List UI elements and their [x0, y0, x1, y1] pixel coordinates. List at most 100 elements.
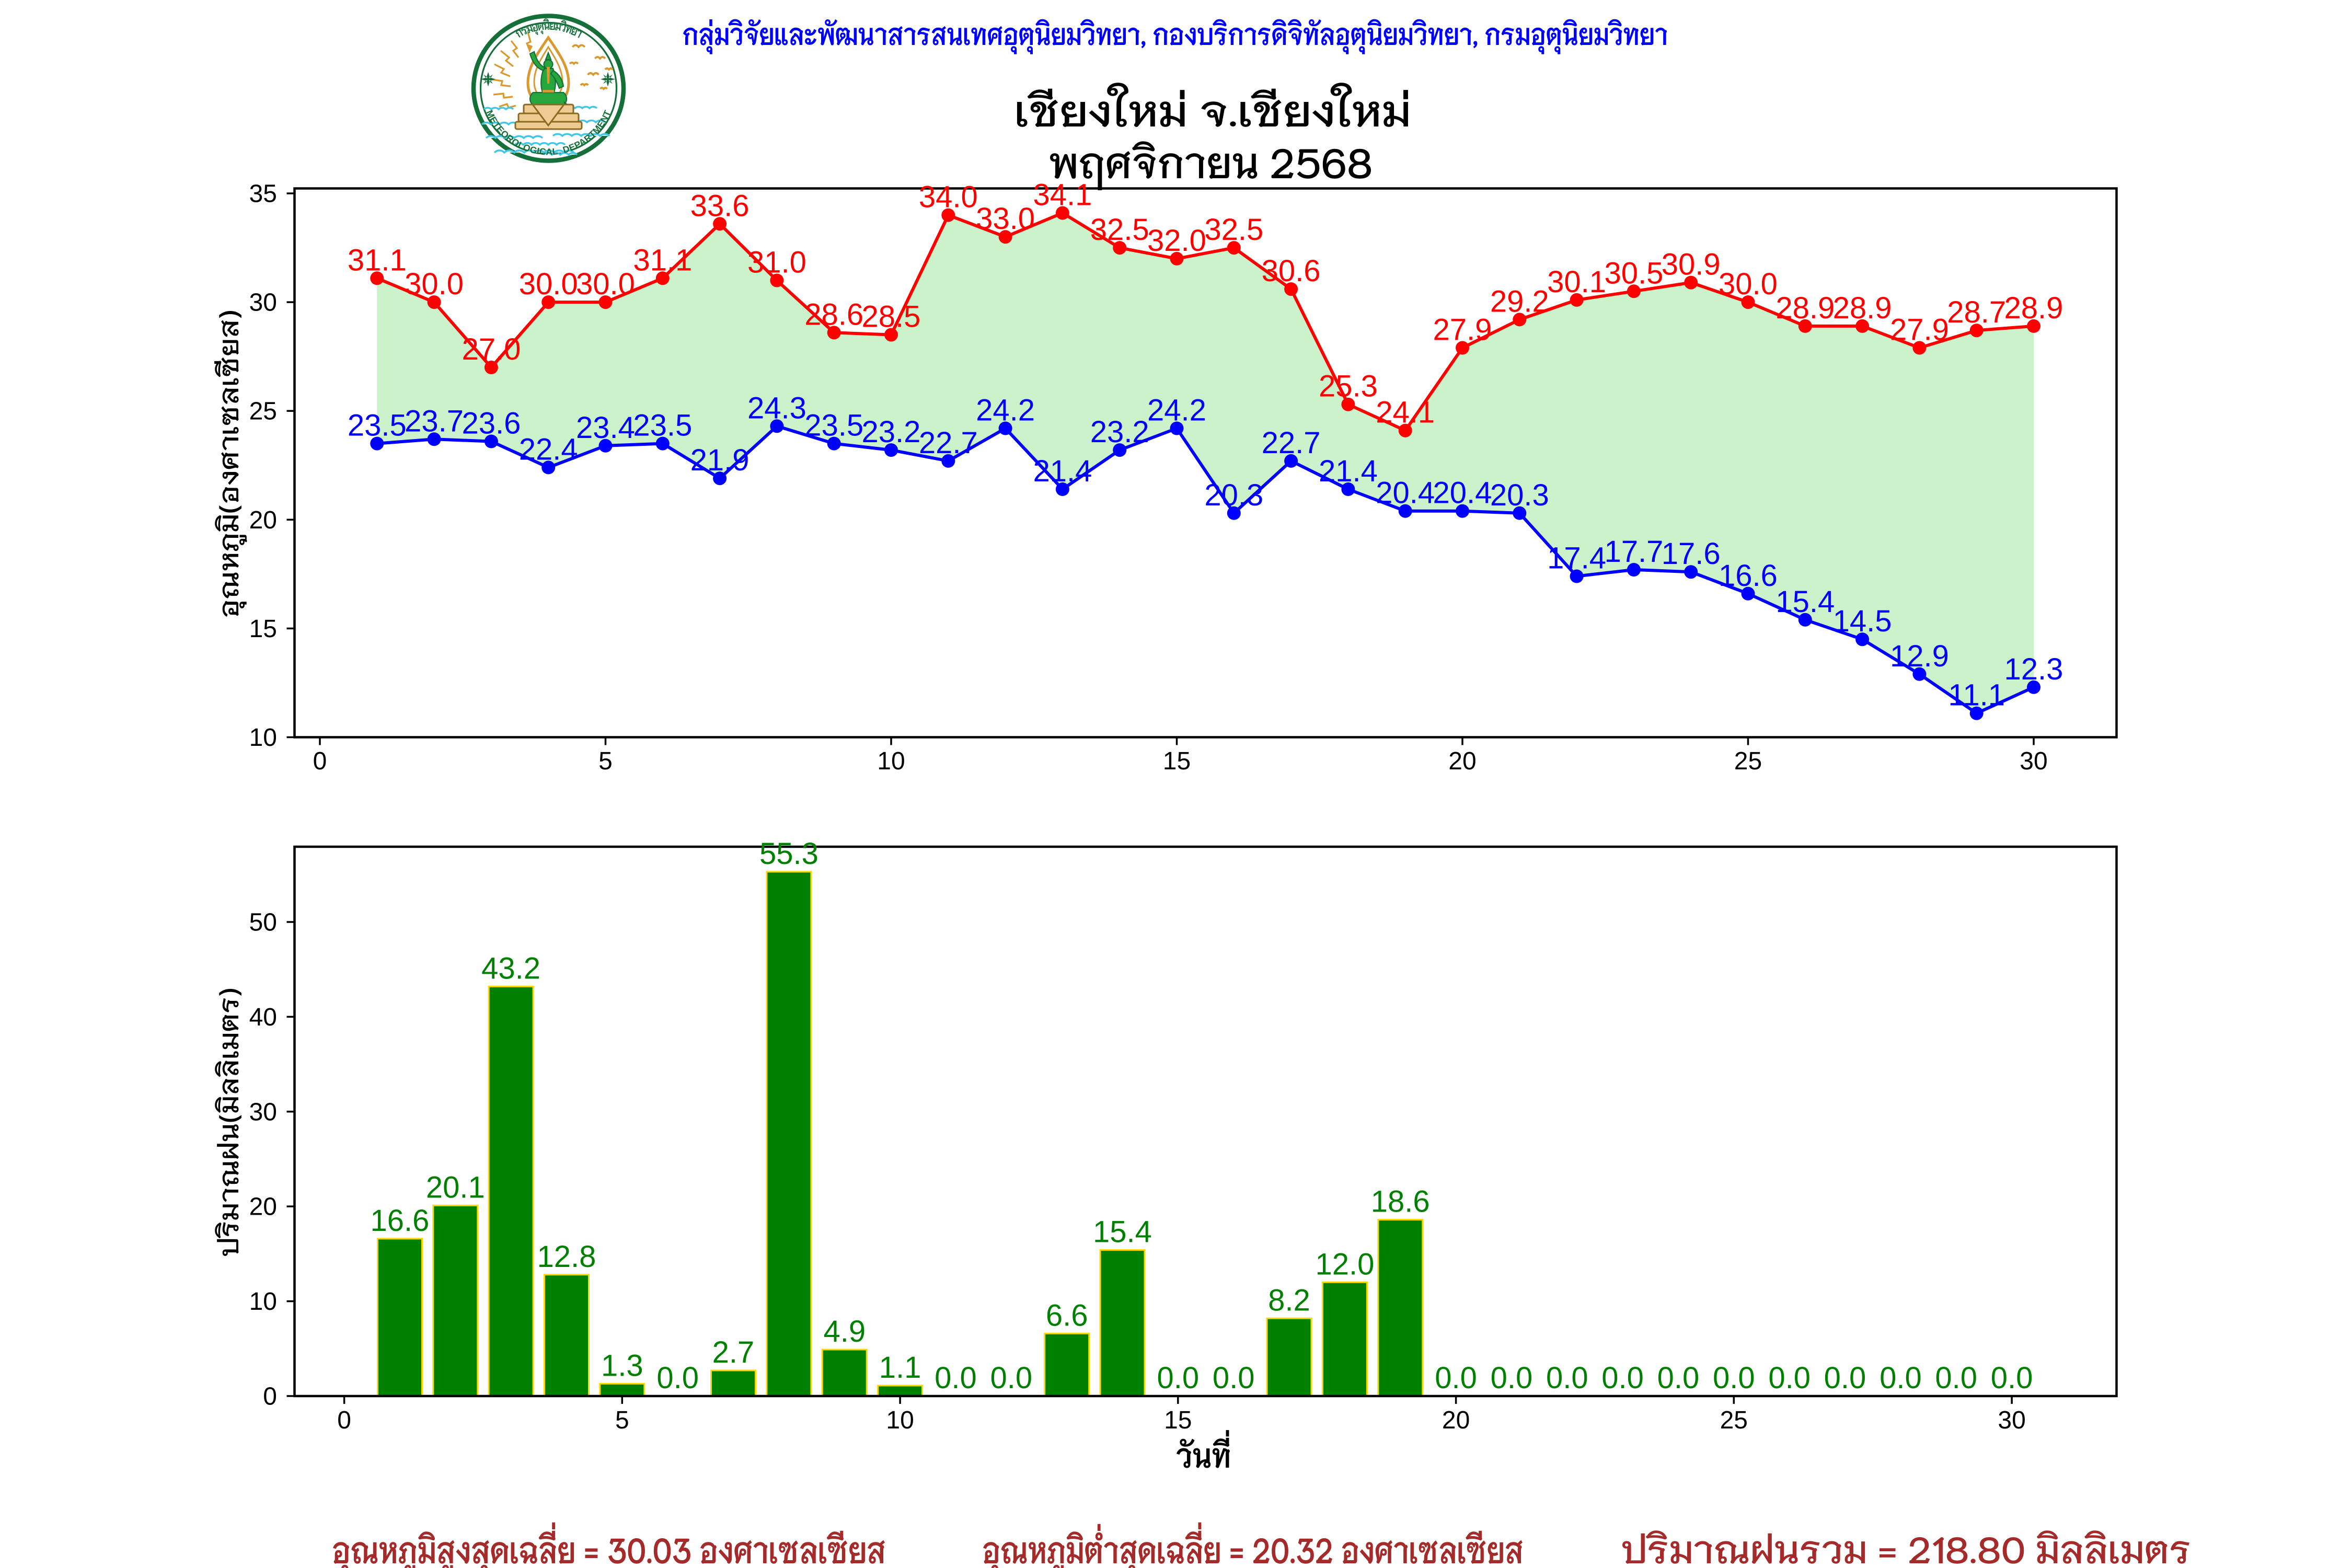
svg-text:8.2: 8.2 — [1268, 1283, 1310, 1317]
svg-text:0.0: 0.0 — [990, 1361, 1032, 1395]
svg-text:15.4: 15.4 — [1775, 585, 1835, 619]
svg-text:16.6: 16.6 — [1719, 559, 1778, 593]
svg-text:27.0: 27.0 — [462, 332, 521, 366]
svg-text:0.0: 0.0 — [1213, 1361, 1255, 1395]
svg-text:14.5: 14.5 — [1833, 604, 1892, 638]
svg-text:16.6: 16.6 — [371, 1204, 430, 1238]
svg-text:34.1: 34.1 — [1033, 178, 1092, 212]
svg-text:12.3: 12.3 — [2004, 652, 2063, 686]
svg-text:30.0: 30.0 — [1719, 267, 1778, 301]
svg-text:23.6: 23.6 — [462, 407, 521, 441]
svg-text:4.9: 4.9 — [823, 1315, 866, 1348]
svg-text:25.3: 25.3 — [1319, 370, 1378, 403]
svg-text:30.6: 30.6 — [1262, 254, 1321, 288]
svg-text:24.1: 24.1 — [1376, 396, 1435, 430]
svg-text:0.0: 0.0 — [1713, 1361, 1755, 1395]
svg-text:0.0: 0.0 — [1157, 1361, 1199, 1395]
svg-text:20.1: 20.1 — [426, 1170, 485, 1204]
svg-text:50: 50 — [249, 909, 277, 937]
svg-text:22.4: 22.4 — [519, 432, 578, 466]
svg-text:0.0: 0.0 — [1768, 1361, 1811, 1395]
svg-text:17.4: 17.4 — [1547, 541, 1606, 575]
svg-text:0.0: 0.0 — [1991, 1361, 2033, 1395]
svg-text:34.0: 34.0 — [919, 180, 978, 214]
svg-text:20.4: 20.4 — [1433, 476, 1492, 510]
svg-text:28.9: 28.9 — [1775, 291, 1835, 325]
svg-text:0.0: 0.0 — [1935, 1361, 1977, 1395]
svg-text:23.2: 23.2 — [1090, 415, 1149, 449]
svg-text:33.6: 33.6 — [690, 189, 750, 223]
svg-text:30: 30 — [1998, 1406, 2025, 1434]
svg-text:17.7: 17.7 — [1604, 535, 1663, 569]
svg-text:1.3: 1.3 — [601, 1348, 643, 1382]
svg-text:12.0: 12.0 — [1315, 1247, 1374, 1281]
svg-text:10: 10 — [249, 724, 277, 752]
svg-text:25: 25 — [1720, 1406, 1748, 1434]
svg-text:0: 0 — [263, 1383, 277, 1411]
svg-text:0: 0 — [337, 1406, 351, 1434]
svg-text:15: 15 — [1164, 1406, 1192, 1434]
svg-text:30.9: 30.9 — [1662, 248, 1721, 282]
svg-text:33.0: 33.0 — [976, 202, 1035, 236]
svg-text:20.4: 20.4 — [1376, 476, 1435, 510]
svg-text:20: 20 — [249, 506, 277, 534]
svg-text:0.0: 0.0 — [935, 1361, 977, 1395]
svg-text:10: 10 — [877, 747, 905, 775]
svg-text:0.0: 0.0 — [1880, 1361, 1922, 1395]
svg-text:24.3: 24.3 — [747, 391, 806, 425]
svg-text:2.7: 2.7 — [712, 1335, 755, 1369]
svg-text:15: 15 — [1163, 747, 1191, 775]
svg-text:27.9: 27.9 — [1433, 313, 1492, 347]
svg-text:30: 30 — [2020, 747, 2047, 775]
svg-text:22.7: 22.7 — [1262, 426, 1321, 460]
svg-text:21.4: 21.4 — [1319, 454, 1378, 488]
svg-text:23.4: 23.4 — [576, 411, 635, 445]
svg-text:0.0: 0.0 — [1824, 1361, 1866, 1395]
svg-text:29.2: 29.2 — [1490, 284, 1549, 318]
svg-text:30.0: 30.0 — [576, 267, 635, 301]
svg-text:25: 25 — [1734, 747, 1762, 775]
svg-text:20.3: 20.3 — [1204, 478, 1263, 512]
svg-text:12.8: 12.8 — [537, 1240, 596, 1274]
svg-text:35: 35 — [249, 180, 277, 208]
svg-text:0.0: 0.0 — [1491, 1361, 1533, 1395]
svg-text:30: 30 — [249, 1098, 277, 1126]
svg-text:5: 5 — [598, 747, 613, 775]
svg-text:28.9: 28.9 — [2004, 291, 2063, 325]
svg-text:15.4: 15.4 — [1093, 1215, 1152, 1249]
svg-text:0.0: 0.0 — [1546, 1361, 1588, 1395]
svg-text:28.6: 28.6 — [804, 297, 863, 331]
svg-text:43.2: 43.2 — [481, 951, 540, 985]
svg-text:17.6: 17.6 — [1662, 537, 1721, 571]
svg-text:27.9: 27.9 — [1890, 313, 1949, 347]
svg-text:28.5: 28.5 — [862, 300, 921, 334]
svg-text:20.3: 20.3 — [1490, 478, 1549, 512]
svg-text:10: 10 — [249, 1288, 277, 1316]
svg-text:23.5: 23.5 — [804, 409, 863, 443]
svg-text:5: 5 — [615, 1406, 629, 1434]
svg-text:28.7: 28.7 — [1947, 295, 2006, 329]
svg-text:32.5: 32.5 — [1204, 213, 1263, 247]
svg-text:6.6: 6.6 — [1046, 1298, 1088, 1332]
svg-text:30.0: 30.0 — [519, 267, 578, 301]
svg-text:23.7: 23.7 — [405, 404, 464, 438]
svg-text:23.2: 23.2 — [862, 415, 921, 449]
svg-text:24.2: 24.2 — [976, 394, 1035, 428]
svg-text:20: 20 — [1448, 747, 1476, 775]
svg-text:31.0: 31.0 — [747, 246, 806, 280]
svg-text:40: 40 — [249, 1004, 277, 1031]
svg-text:22.7: 22.7 — [919, 426, 978, 460]
svg-text:55.3: 55.3 — [759, 837, 818, 871]
svg-text:15: 15 — [249, 615, 277, 643]
svg-text:11.1: 11.1 — [1948, 678, 2005, 712]
svg-text:28.9: 28.9 — [1833, 291, 1892, 325]
svg-text:31.1: 31.1 — [348, 243, 407, 277]
svg-text:0.0: 0.0 — [1601, 1361, 1644, 1395]
svg-text:0: 0 — [313, 747, 327, 775]
svg-text:32.0: 32.0 — [1147, 224, 1206, 258]
svg-text:18.6: 18.6 — [1371, 1185, 1430, 1219]
svg-text:30.1: 30.1 — [1547, 265, 1606, 299]
svg-text:30.5: 30.5 — [1604, 256, 1663, 290]
svg-text:0.0: 0.0 — [1435, 1361, 1477, 1395]
svg-text:30: 30 — [249, 289, 277, 317]
